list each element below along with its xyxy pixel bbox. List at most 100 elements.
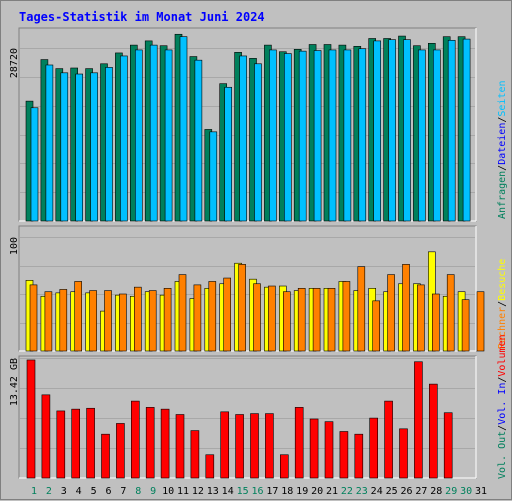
bar-dateien — [149, 44, 158, 222]
legend-middle-part: Besuche — [497, 259, 508, 301]
bar-dateien — [403, 39, 411, 222]
bar-dateien — [239, 55, 247, 222]
bar-volumen — [414, 361, 423, 479]
bar-dateien — [194, 59, 203, 222]
bar-dateien — [388, 39, 396, 222]
legend-bottom-part: Vol. In — [497, 383, 508, 425]
bar-rechner — [223, 277, 231, 352]
bar-rechner — [208, 281, 217, 352]
x-tick-label: 5 — [91, 486, 97, 497]
bar-volumen — [279, 454, 289, 479]
bar-dateien — [60, 72, 69, 222]
bar-volumen — [235, 414, 244, 479]
bar-volumen — [56, 410, 66, 479]
bar-rechner — [148, 290, 157, 352]
bar-dateien — [135, 49, 143, 222]
x-tick-label: 30 — [460, 486, 472, 497]
bar-rechner — [417, 284, 425, 352]
middle-max-label: 100 — [9, 237, 20, 255]
x-tick-label: 21 — [326, 486, 338, 497]
legend-middle-part: / — [497, 301, 508, 307]
bar-rechner — [431, 293, 440, 352]
legend-top-part: Dateien — [497, 123, 508, 165]
bar-dateien — [179, 36, 188, 222]
bar-rechner — [461, 299, 470, 352]
x-tick-label: 6 — [105, 486, 111, 497]
bar-dateien — [328, 49, 337, 222]
bar-volumen — [265, 413, 274, 479]
x-tick-label: 10 — [162, 486, 174, 497]
bar-dateien — [120, 55, 128, 222]
bar-rechner — [282, 291, 291, 352]
bar-rechner — [163, 287, 172, 352]
bar-dateien — [90, 72, 98, 222]
bar-volumen — [71, 408, 80, 479]
x-tick-label: 29 — [445, 486, 457, 497]
bar-dateien — [462, 38, 471, 222]
bar-dateien — [164, 49, 173, 222]
bar-dateien — [313, 50, 322, 222]
bar-volumen — [41, 394, 51, 479]
bar-volumen — [384, 400, 393, 479]
bar-dateien — [373, 40, 382, 222]
bar-rechner — [312, 287, 321, 352]
bar-volumen — [116, 423, 125, 479]
bar-volumen — [86, 407, 95, 479]
bar-dateien — [209, 131, 218, 222]
bar-rechner — [387, 274, 395, 352]
legend-bottom-part: Volumen — [497, 334, 508, 376]
bar-dateien — [283, 53, 292, 222]
x-tick-label: 18 — [281, 486, 293, 497]
bar-dateien — [343, 49, 352, 222]
legend-middle-part: Rechner — [497, 307, 508, 349]
legend-top-part: Anfragen — [497, 171, 508, 219]
bar-dateien — [432, 49, 441, 222]
bar-dateien — [447, 39, 456, 222]
x-tick-label: 19 — [296, 486, 308, 497]
bar-rechner — [238, 264, 246, 352]
x-tick-label: 23 — [356, 486, 368, 497]
x-tick-label: 3 — [61, 486, 67, 497]
bar-volumen — [175, 414, 185, 479]
x-tick-label: 20 — [311, 486, 323, 497]
legend-top-part: / — [497, 165, 508, 171]
bar-dateien — [358, 48, 367, 222]
bar-volumen — [26, 359, 36, 479]
bar-volumen — [145, 407, 155, 479]
x-tick-label: 2 — [46, 486, 52, 497]
legend-bottom: Vol. Out/Vol. In/Volumen — [497, 334, 508, 479]
bar-rechner — [327, 287, 336, 352]
bar-dateien — [298, 50, 307, 222]
bar-volumen — [131, 400, 140, 479]
x-tick-label: 22 — [341, 486, 353, 497]
x-tick-label: 1 — [31, 486, 37, 497]
bar-dateien — [45, 64, 54, 222]
bar-rechner — [74, 281, 82, 352]
bar-rechner — [446, 274, 455, 352]
legend-bottom-part: / — [497, 377, 508, 383]
bar-dateien — [269, 49, 277, 222]
legend-top-part: / — [497, 117, 508, 123]
bar-volumen — [205, 454, 215, 479]
bar-rechner — [59, 289, 68, 352]
bar-volumen — [354, 433, 364, 479]
bar-volumen — [324, 421, 334, 479]
bar-rechner — [476, 291, 485, 352]
bar-volumen — [220, 411, 229, 479]
bar-volumen — [294, 407, 304, 479]
bar-volumen — [190, 430, 200, 479]
bar-volumen — [309, 418, 319, 479]
bar-rechner — [342, 281, 351, 352]
x-tick-label: 11 — [177, 486, 189, 497]
bar-volumen — [369, 417, 379, 479]
bar-rechner — [29, 284, 38, 352]
x-tick-label: 9 — [150, 486, 156, 497]
legend-bottom-part: / — [497, 425, 508, 431]
x-tick-label: 27 — [415, 486, 427, 497]
bar-rechner — [44, 291, 53, 352]
chart-title: Tages-Statistik im Monat Juni 2024 — [19, 10, 265, 24]
bar-rechner — [402, 264, 410, 352]
legend-top-part: Seiten — [497, 80, 508, 116]
